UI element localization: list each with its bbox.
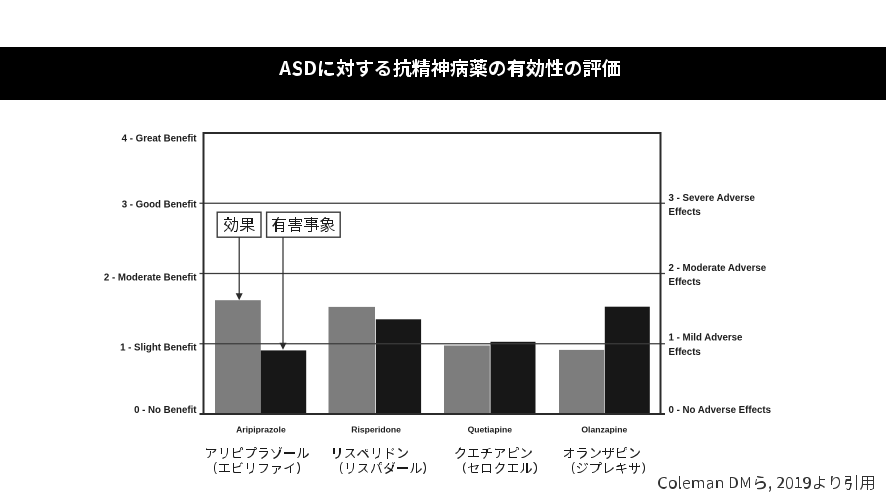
svg-text:3 - Good Benefit: 3 - Good Benefit [122, 199, 198, 210]
svg-text:1 - Mild Adverse: 1 - Mild Adverse [669, 333, 744, 344]
svg-text:Effects: Effects [669, 207, 701, 218]
svg-text:3 - Severe Adverse: 3 - Severe Adverse [669, 193, 756, 204]
svg-text:Effects: Effects [669, 347, 701, 358]
svg-text:Aripiprazole: Aripiprazole [236, 424, 286, 434]
svg-text:4 - Great Benefit: 4 - Great Benefit [122, 134, 198, 145]
svg-text:1 - Slight Benefit: 1 - Slight Benefit [120, 343, 197, 354]
svg-text:2 - Moderate Benefit: 2 - Moderate Benefit [104, 273, 197, 284]
svg-text:Quetiapine: Quetiapine [468, 424, 513, 434]
svg-text:Olanzapine: Olanzapine [581, 424, 627, 434]
svg-text:2 - Moderate Adverse: 2 - Moderate Adverse [669, 263, 767, 274]
svg-text:0 - No Benefit: 0 - No Benefit [134, 405, 197, 416]
svg-text:Effects: Effects [669, 277, 701, 288]
svg-text:Risperidone: Risperidone [351, 424, 401, 434]
svg-text:0 - No Adverse Effects: 0 - No Adverse Effects [669, 405, 771, 416]
